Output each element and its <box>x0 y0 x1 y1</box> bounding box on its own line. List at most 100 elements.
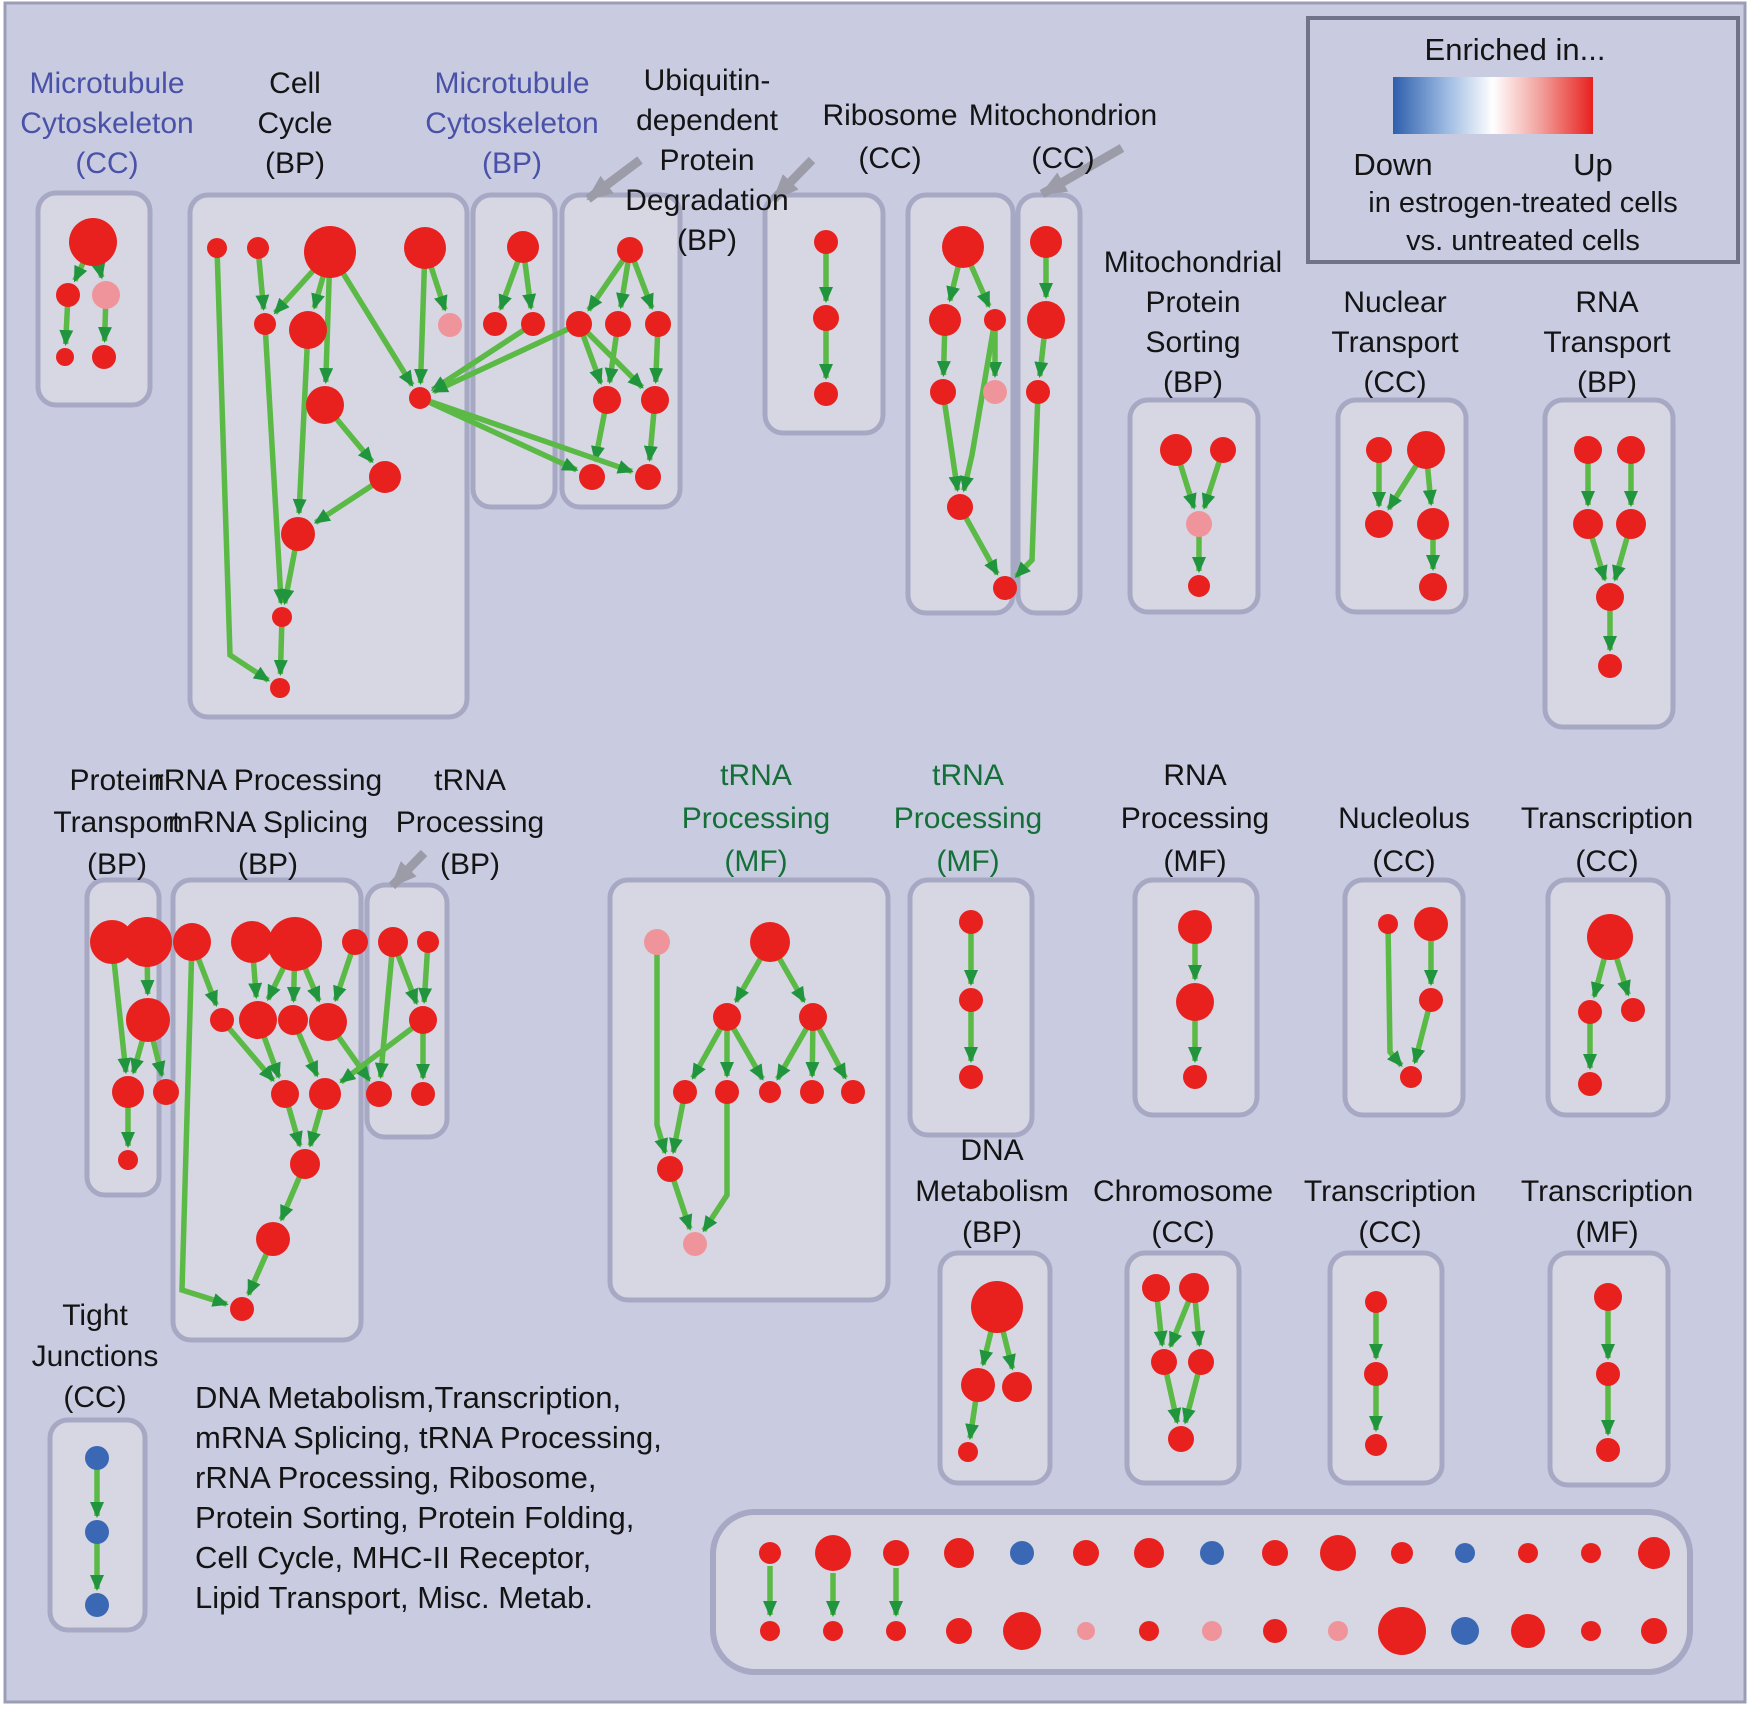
gene-node-transcription-mf-b <box>1596 1362 1620 1386</box>
cluster-label-rrna: rRNA Processing <box>154 764 382 797</box>
cluster-label-mito-sorting: Protein <box>1145 286 1240 319</box>
cluster-label-trna-mf-small: Processing <box>894 802 1042 835</box>
gene-node-cell-cycle-l <box>272 607 292 627</box>
gene-node-ubiquitin-1-r4b <box>635 464 661 490</box>
gene-node-rrna-m1 <box>210 1008 234 1032</box>
cluster-label-ubiquitin-1: Ubiquitin- <box>644 64 771 97</box>
cluster-label-protein-transport: (BP) <box>87 848 147 881</box>
misc-node-top-6 <box>1134 1538 1164 1568</box>
gene-node-dna-metabolism-big <box>971 1281 1023 1333</box>
gene-node-rna-processing-mf-a <box>1178 910 1212 944</box>
misc-node-bottom-6 <box>1139 1621 1159 1641</box>
gene-node-dna-metabolism-bt <box>958 1442 978 1462</box>
misc-node-top-7 <box>1200 1541 1224 1565</box>
legend-subtitle: vs. untreated cells <box>1406 225 1640 257</box>
gene-node-rna-transport-e <box>1596 583 1624 611</box>
cluster-label-rna-transport: (BP) <box>1577 366 1637 399</box>
gene-node-cell-cycle-e <box>254 313 276 335</box>
gene-node-microtubule-cc-E <box>92 345 116 369</box>
misc-node-bottom-7 <box>1202 1621 1222 1641</box>
cluster-label-trna-mf-big: (MF) <box>724 845 787 878</box>
cluster-label-ribosome: Ribosome <box>822 99 957 132</box>
gene-node-chromosome-ml <box>1151 1349 1177 1375</box>
annotation-arrow-0 <box>585 156 643 203</box>
misc-node-top-9 <box>1320 1535 1356 1571</box>
cluster-label-microtubule-cc: Microtubule <box>29 67 184 100</box>
gene-node-trna-mf-big-c4 <box>800 1080 824 1104</box>
gene-node-microtubule-bp-t <box>507 231 539 263</box>
gene-node-chromosome-tr <box>1179 1273 1209 1303</box>
gene-node-rrna-m4 <box>309 1003 347 1041</box>
gene-node-nucleolus-m <box>1419 988 1443 1012</box>
misc-node-top-10 <box>1391 1542 1413 1564</box>
gene-node-transcription-mf-c <box>1596 1438 1620 1462</box>
legend-box <box>1306 16 1740 264</box>
gene-node-ubiquitin-2-u1 <box>814 230 838 254</box>
gene-node-ribosome-B <box>929 304 961 336</box>
edge-cell-cycle <box>413 247 428 386</box>
gene-node-rna-processing-mf-c <box>1183 1065 1207 1089</box>
gene-node-cell-cycle-k <box>281 517 315 551</box>
misc-node-bottom-14 <box>1641 1618 1667 1644</box>
cross-edge <box>419 395 634 475</box>
gene-node-trna-mf-big-c3 <box>759 1081 781 1103</box>
cluster-label-ubiquitin-1: dependent <box>636 104 778 137</box>
edge-cell-cycle <box>214 247 270 683</box>
cluster-label-tight-junctions: Tight <box>62 1299 128 1332</box>
gene-node-rrna-n1 <box>173 923 211 961</box>
cluster-label-cell-cycle: Cycle <box>257 107 332 140</box>
edge-rrna <box>219 1018 276 1083</box>
misc-categories-text: Cell Cycle, MHC-II Receptor, <box>195 1540 591 1575</box>
cluster-label-ribosome: (CC) <box>858 142 921 175</box>
gene-node-trna-mf-small-c <box>959 1065 983 1089</box>
cluster-label-microtubule-cc: Cytoskeleton <box>20 107 193 140</box>
gene-node-microtubule-cc-B <box>56 283 80 307</box>
gene-node-trna-bp-t2 <box>417 931 439 953</box>
gene-node-trna-mf-big-ml <box>713 1003 741 1031</box>
gene-node-transcription-cc-bot-b <box>1364 1362 1388 1386</box>
gene-node-ribosome-F <box>947 494 973 520</box>
cluster-box-misc <box>710 1509 1693 1675</box>
gene-node-microtubule-cc-A <box>69 218 117 266</box>
gene-node-ubiquitin-1-r3b <box>641 386 669 414</box>
gene-node-trna-mf-big-d1 <box>657 1156 683 1182</box>
misc-categories-text: rRNA Processing, Ribosome, <box>195 1460 596 1495</box>
cluster-label-mito-sorting: (BP) <box>1163 366 1223 399</box>
gene-node-ribosome-E <box>983 380 1007 404</box>
cluster-label-dna-metabolism: Metabolism <box>915 1175 1068 1208</box>
edge-cell-cycle <box>327 250 415 387</box>
annotation-arrow-1 <box>770 156 816 203</box>
misc-node-bottom-4 <box>1003 1612 1041 1650</box>
gene-node-ubiquitin-1-r2a <box>566 311 592 337</box>
gene-node-protein-transport-b3 <box>126 998 170 1042</box>
gene-node-ubiquitin-1-r3a <box>593 386 621 414</box>
cluster-label-cell-cycle: Cell <box>269 67 321 100</box>
misc-node-bottom-3 <box>946 1618 972 1644</box>
gene-node-rna-transport-a <box>1574 436 1602 464</box>
misc-node-top-1 <box>815 1535 851 1571</box>
cross-edge <box>1014 391 1041 579</box>
gene-node-ribosome-C <box>984 309 1006 331</box>
cluster-label-transcription-cc-bot: Transcription <box>1304 1175 1476 1208</box>
misc-node-top-8 <box>1262 1540 1288 1566</box>
edge-nucleolus <box>1385 923 1404 1068</box>
cluster-label-transcription-mf: Transcription <box>1521 1175 1693 1208</box>
cluster-label-microtubule-bp: (BP) <box>482 147 542 180</box>
misc-categories-text: DNA Metabolism,Transcription, <box>195 1380 621 1415</box>
edge-trna-bp <box>374 941 396 1080</box>
gene-node-chromosome-bt <box>1168 1426 1194 1452</box>
gene-node-trna-bp-t3 <box>409 1006 437 1034</box>
gene-node-rrna-n2 <box>231 921 273 963</box>
cluster-label-trna-mf-small: (MF) <box>936 845 999 878</box>
gene-node-cell-cycle-m <box>270 678 290 698</box>
edge-cell-cycle <box>262 323 288 606</box>
gene-node-mitochondrion-h3 <box>1026 380 1050 404</box>
gene-node-rrna-p2 <box>309 1078 341 1110</box>
gene-node-transcription-cc-mid-r <box>1621 998 1645 1022</box>
cluster-label-mito-sorting: Mitochondrial <box>1104 246 1282 279</box>
cluster-label-transcription-mf: (MF) <box>1575 1216 1638 1249</box>
gene-node-tight-junctions-a <box>85 1446 109 1470</box>
gene-node-nuclear-transport-a <box>1366 437 1392 463</box>
legend: Enriched in... Down Up in estrogen-treated … <box>1306 16 1740 264</box>
gene-node-ribosome-A <box>942 226 984 268</box>
